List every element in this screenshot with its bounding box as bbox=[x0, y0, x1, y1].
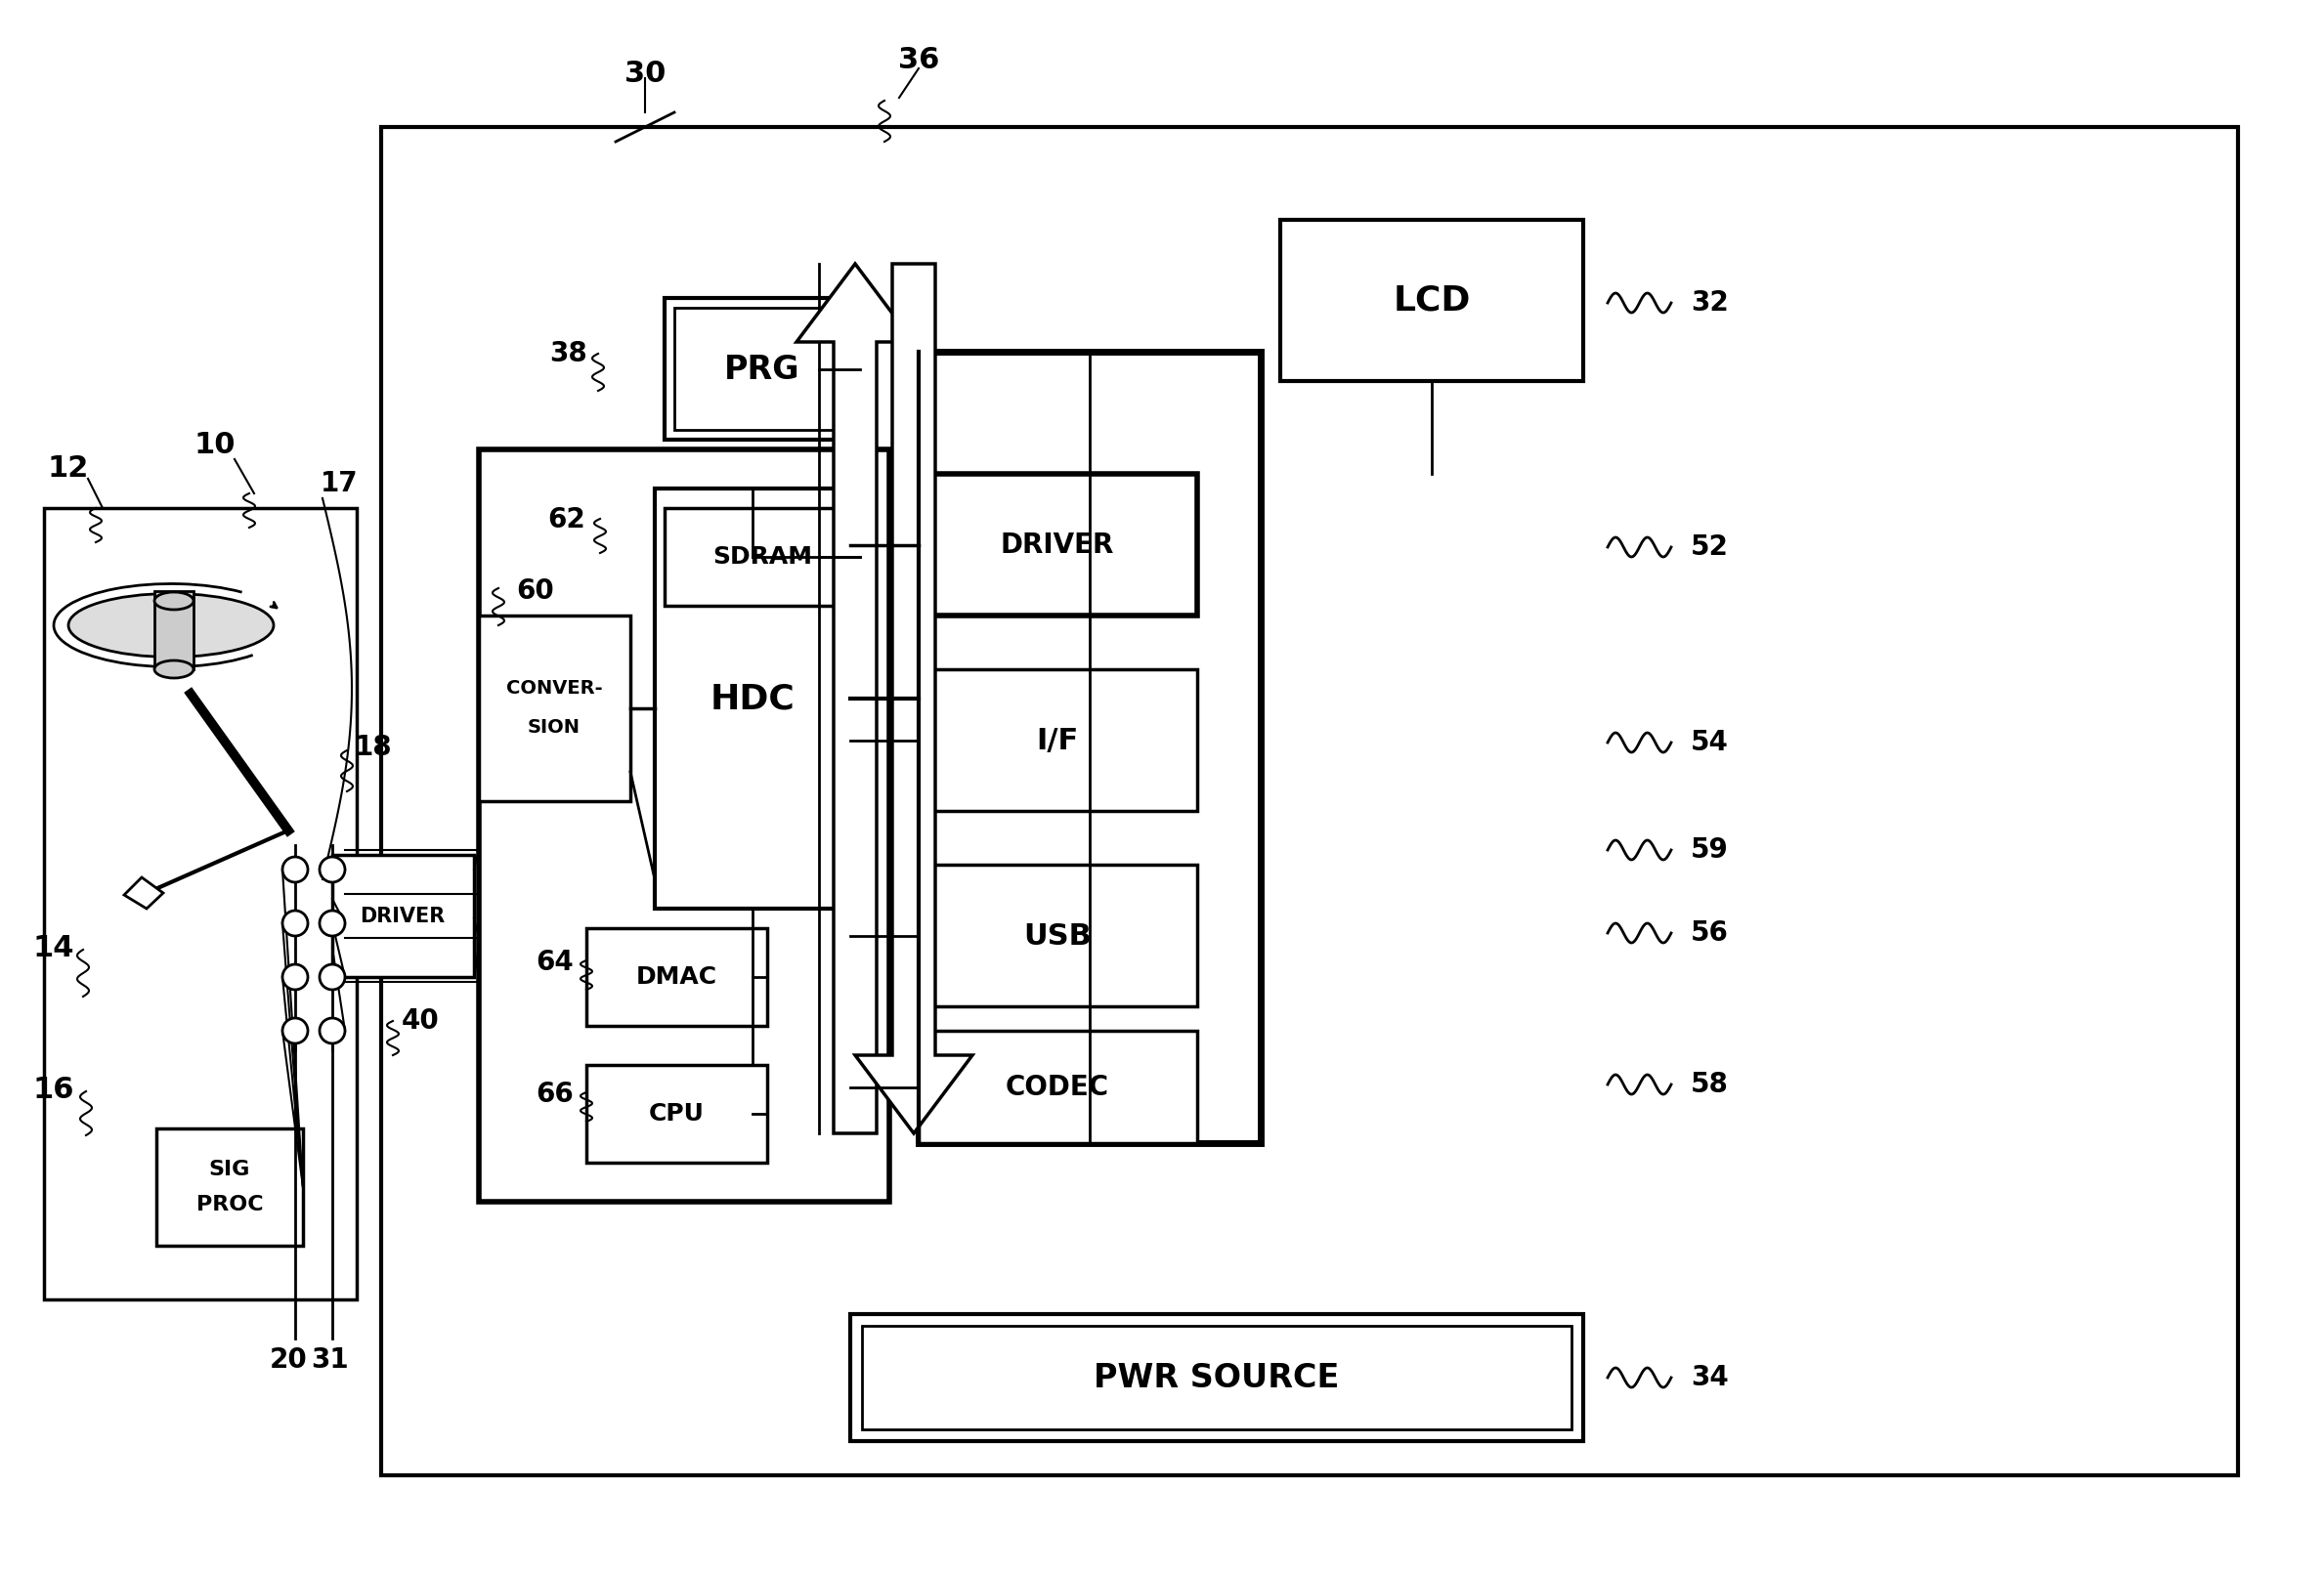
Text: 52: 52 bbox=[1692, 533, 1729, 562]
Text: CONVER-: CONVER- bbox=[507, 680, 602, 698]
Ellipse shape bbox=[67, 593, 274, 658]
Text: 59: 59 bbox=[1692, 837, 1729, 864]
Bar bbox=[586, 1065, 767, 1162]
Text: 56: 56 bbox=[1692, 919, 1729, 947]
Text: 31: 31 bbox=[311, 1346, 349, 1373]
Text: I/F: I/F bbox=[1037, 727, 1078, 755]
Bar bbox=[918, 1030, 1197, 1144]
Bar bbox=[479, 450, 890, 1202]
Bar bbox=[918, 865, 1197, 1007]
Text: LCD: LCD bbox=[1392, 285, 1471, 318]
Text: SION: SION bbox=[528, 719, 581, 738]
Circle shape bbox=[284, 911, 307, 936]
Bar bbox=[332, 854, 474, 977]
Text: 20: 20 bbox=[270, 1346, 307, 1373]
Ellipse shape bbox=[153, 661, 193, 678]
Circle shape bbox=[321, 857, 344, 882]
Text: 16: 16 bbox=[33, 1076, 74, 1104]
Text: HDC: HDC bbox=[711, 683, 795, 716]
Ellipse shape bbox=[153, 591, 193, 610]
Bar bbox=[1281, 220, 1583, 381]
Bar bbox=[381, 127, 2238, 1475]
Bar bbox=[918, 669, 1197, 812]
Bar bbox=[665, 508, 860, 606]
Bar bbox=[918, 473, 1197, 615]
Circle shape bbox=[321, 964, 344, 989]
Text: 32: 32 bbox=[1692, 289, 1729, 316]
Text: PWR SOURCE: PWR SOURCE bbox=[1095, 1362, 1339, 1394]
Bar bbox=[153, 591, 193, 669]
Polygon shape bbox=[797, 264, 913, 1133]
Bar bbox=[918, 352, 1260, 1144]
Text: 10: 10 bbox=[195, 431, 235, 459]
Text: 40: 40 bbox=[402, 1007, 439, 1035]
Text: 14: 14 bbox=[33, 933, 74, 961]
Text: 62: 62 bbox=[548, 507, 586, 533]
Text: 66: 66 bbox=[537, 1081, 574, 1107]
Circle shape bbox=[284, 857, 307, 882]
Text: 30: 30 bbox=[625, 60, 665, 88]
Text: PRG: PRG bbox=[725, 354, 799, 385]
Text: 12: 12 bbox=[49, 455, 88, 483]
Circle shape bbox=[284, 1018, 307, 1043]
Polygon shape bbox=[855, 264, 971, 1133]
Text: DRIVER: DRIVER bbox=[1002, 532, 1113, 558]
Polygon shape bbox=[123, 878, 163, 909]
Bar bbox=[44, 508, 356, 1299]
Text: 54: 54 bbox=[1692, 728, 1729, 757]
Text: 17: 17 bbox=[321, 470, 358, 497]
Text: SIG: SIG bbox=[209, 1159, 251, 1180]
Text: 58: 58 bbox=[1692, 1071, 1729, 1098]
Circle shape bbox=[284, 964, 307, 989]
Text: 60: 60 bbox=[516, 577, 555, 604]
Text: 64: 64 bbox=[537, 949, 574, 975]
Text: 36: 36 bbox=[897, 47, 939, 76]
Circle shape bbox=[321, 911, 344, 936]
Text: USB: USB bbox=[1023, 922, 1092, 950]
Text: DRIVER: DRIVER bbox=[360, 906, 446, 926]
Bar bbox=[586, 928, 767, 1026]
Bar bbox=[156, 1128, 302, 1246]
Bar bbox=[674, 308, 851, 429]
Text: CODEC: CODEC bbox=[1006, 1074, 1109, 1101]
Bar bbox=[655, 489, 851, 909]
Text: 38: 38 bbox=[551, 340, 588, 368]
Text: CPU: CPU bbox=[648, 1103, 704, 1126]
Bar bbox=[862, 1326, 1571, 1430]
Text: SDRAM: SDRAM bbox=[713, 546, 811, 568]
Bar bbox=[851, 1313, 1583, 1441]
Text: 18: 18 bbox=[356, 733, 393, 761]
Bar bbox=[665, 297, 860, 440]
Text: PROC: PROC bbox=[195, 1195, 263, 1214]
Text: 34: 34 bbox=[1692, 1364, 1729, 1391]
Bar bbox=[479, 615, 630, 801]
Text: DMAC: DMAC bbox=[637, 966, 716, 989]
Circle shape bbox=[321, 1018, 344, 1043]
